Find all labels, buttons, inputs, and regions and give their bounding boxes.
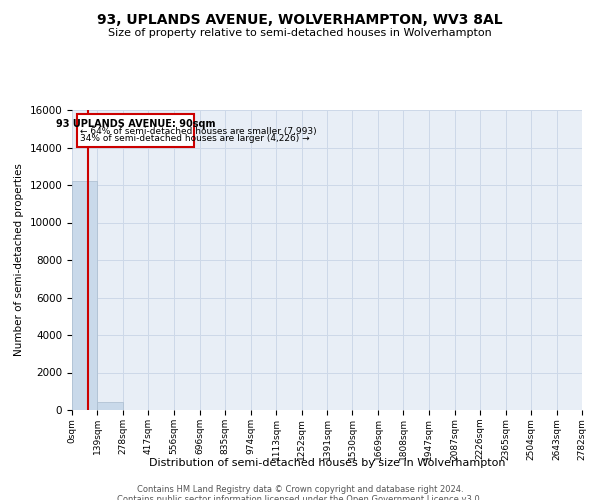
Text: Contains HM Land Registry data © Crown copyright and database right 2024.: Contains HM Land Registry data © Crown c… <box>137 485 463 494</box>
Text: Contains public sector information licensed under the Open Government Licence v3: Contains public sector information licen… <box>118 495 482 500</box>
Bar <box>72 181 97 410</box>
Text: 93 UPLANDS AVENUE: 90sqm: 93 UPLANDS AVENUE: 90sqm <box>56 119 215 129</box>
Text: Size of property relative to semi-detached houses in Wolverhampton: Size of property relative to semi-detach… <box>108 28 492 38</box>
Text: 93, UPLANDS AVENUE, WOLVERHAMPTON, WV3 8AL: 93, UPLANDS AVENUE, WOLVERHAMPTON, WV3 8… <box>97 12 503 26</box>
Text: Distribution of semi-detached houses by size in Wolverhampton: Distribution of semi-detached houses by … <box>149 458 505 468</box>
Text: ← 64% of semi-detached houses are smaller (7,993): ← 64% of semi-detached houses are smalle… <box>80 127 317 136</box>
FancyBboxPatch shape <box>77 114 194 146</box>
Bar <box>97 402 123 410</box>
Text: 34% of semi-detached houses are larger (4,226) →: 34% of semi-detached houses are larger (… <box>80 134 310 143</box>
Y-axis label: Number of semi-detached properties: Number of semi-detached properties <box>14 164 24 356</box>
